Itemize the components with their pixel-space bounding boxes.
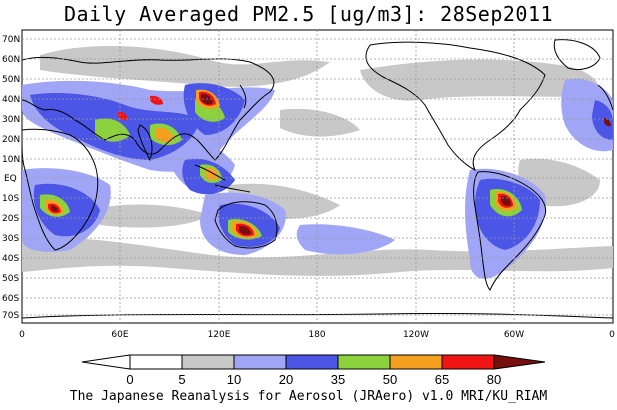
lat-label: 40N (2, 95, 20, 105)
colorbar-tick: 10 (227, 372, 241, 387)
colorbar-segment (389, 354, 443, 370)
lat-label: 40S (2, 254, 19, 264)
colorbar-tick: 0 (126, 372, 133, 387)
lon-label: 180 (308, 330, 325, 340)
lon-label: 120W (403, 330, 429, 340)
colorbar-low-arrow (81, 354, 131, 370)
colorbar-tick: 80 (487, 372, 501, 387)
lat-label: EQ (4, 174, 17, 184)
lon-label: 0 (19, 330, 25, 340)
colorbar-tick: 20 (279, 372, 293, 387)
colorbar-tick: 35 (331, 372, 345, 387)
latitude-labels: 70N 60N 50N 40N 30N 20N 10N EQ 10S 20S 3… (2, 35, 20, 321)
colorbar-segment (285, 354, 339, 370)
colorbar-tick: 50 (383, 372, 397, 387)
lon-label: 0 (609, 330, 615, 340)
lat-label: 70S (2, 311, 19, 321)
lat-label: 30N (2, 115, 20, 125)
colorbar (81, 354, 546, 370)
colorbar-tick: 5 (178, 372, 185, 387)
map-title: Daily Averaged PM2.5 [ug/m3]: 28Sep2011 (63, 2, 554, 26)
colorbar-high-arrow (493, 354, 546, 370)
lat-label: 10S (2, 194, 19, 204)
lat-label: 20S (2, 214, 19, 224)
colorbar-tick: 65 (435, 372, 449, 387)
map-grid (22, 30, 613, 323)
colorbar-segment (129, 354, 183, 370)
lat-label: 60S (2, 294, 19, 304)
lat-label: 30S (2, 234, 19, 244)
lon-label: 120E (208, 330, 231, 340)
lon-label: 60E (111, 330, 128, 340)
colorbar-segment (181, 354, 235, 370)
longitude-labels: 0 60E 120E 180 120W 60W 0 (19, 330, 615, 340)
lon-label: 60W (504, 330, 524, 340)
lat-label: 60N (2, 55, 20, 65)
colorbar-segment (441, 354, 495, 370)
pm25-fields (22, 45, 613, 279)
colorbar-segment (337, 354, 391, 370)
lat-label: 50S (2, 274, 19, 284)
lat-label: 50N (2, 75, 20, 85)
colorbar-ticks: 0 5 10 20 35 50 65 80 (126, 372, 501, 387)
lat-label: 10N (2, 155, 20, 165)
lat-label: 70N (2, 35, 20, 45)
lat-label: 20N (2, 135, 20, 145)
footer-credit: The Japanese Reanalysis for Aerosol (JRA… (69, 389, 548, 404)
colorbar-segment (233, 354, 287, 370)
